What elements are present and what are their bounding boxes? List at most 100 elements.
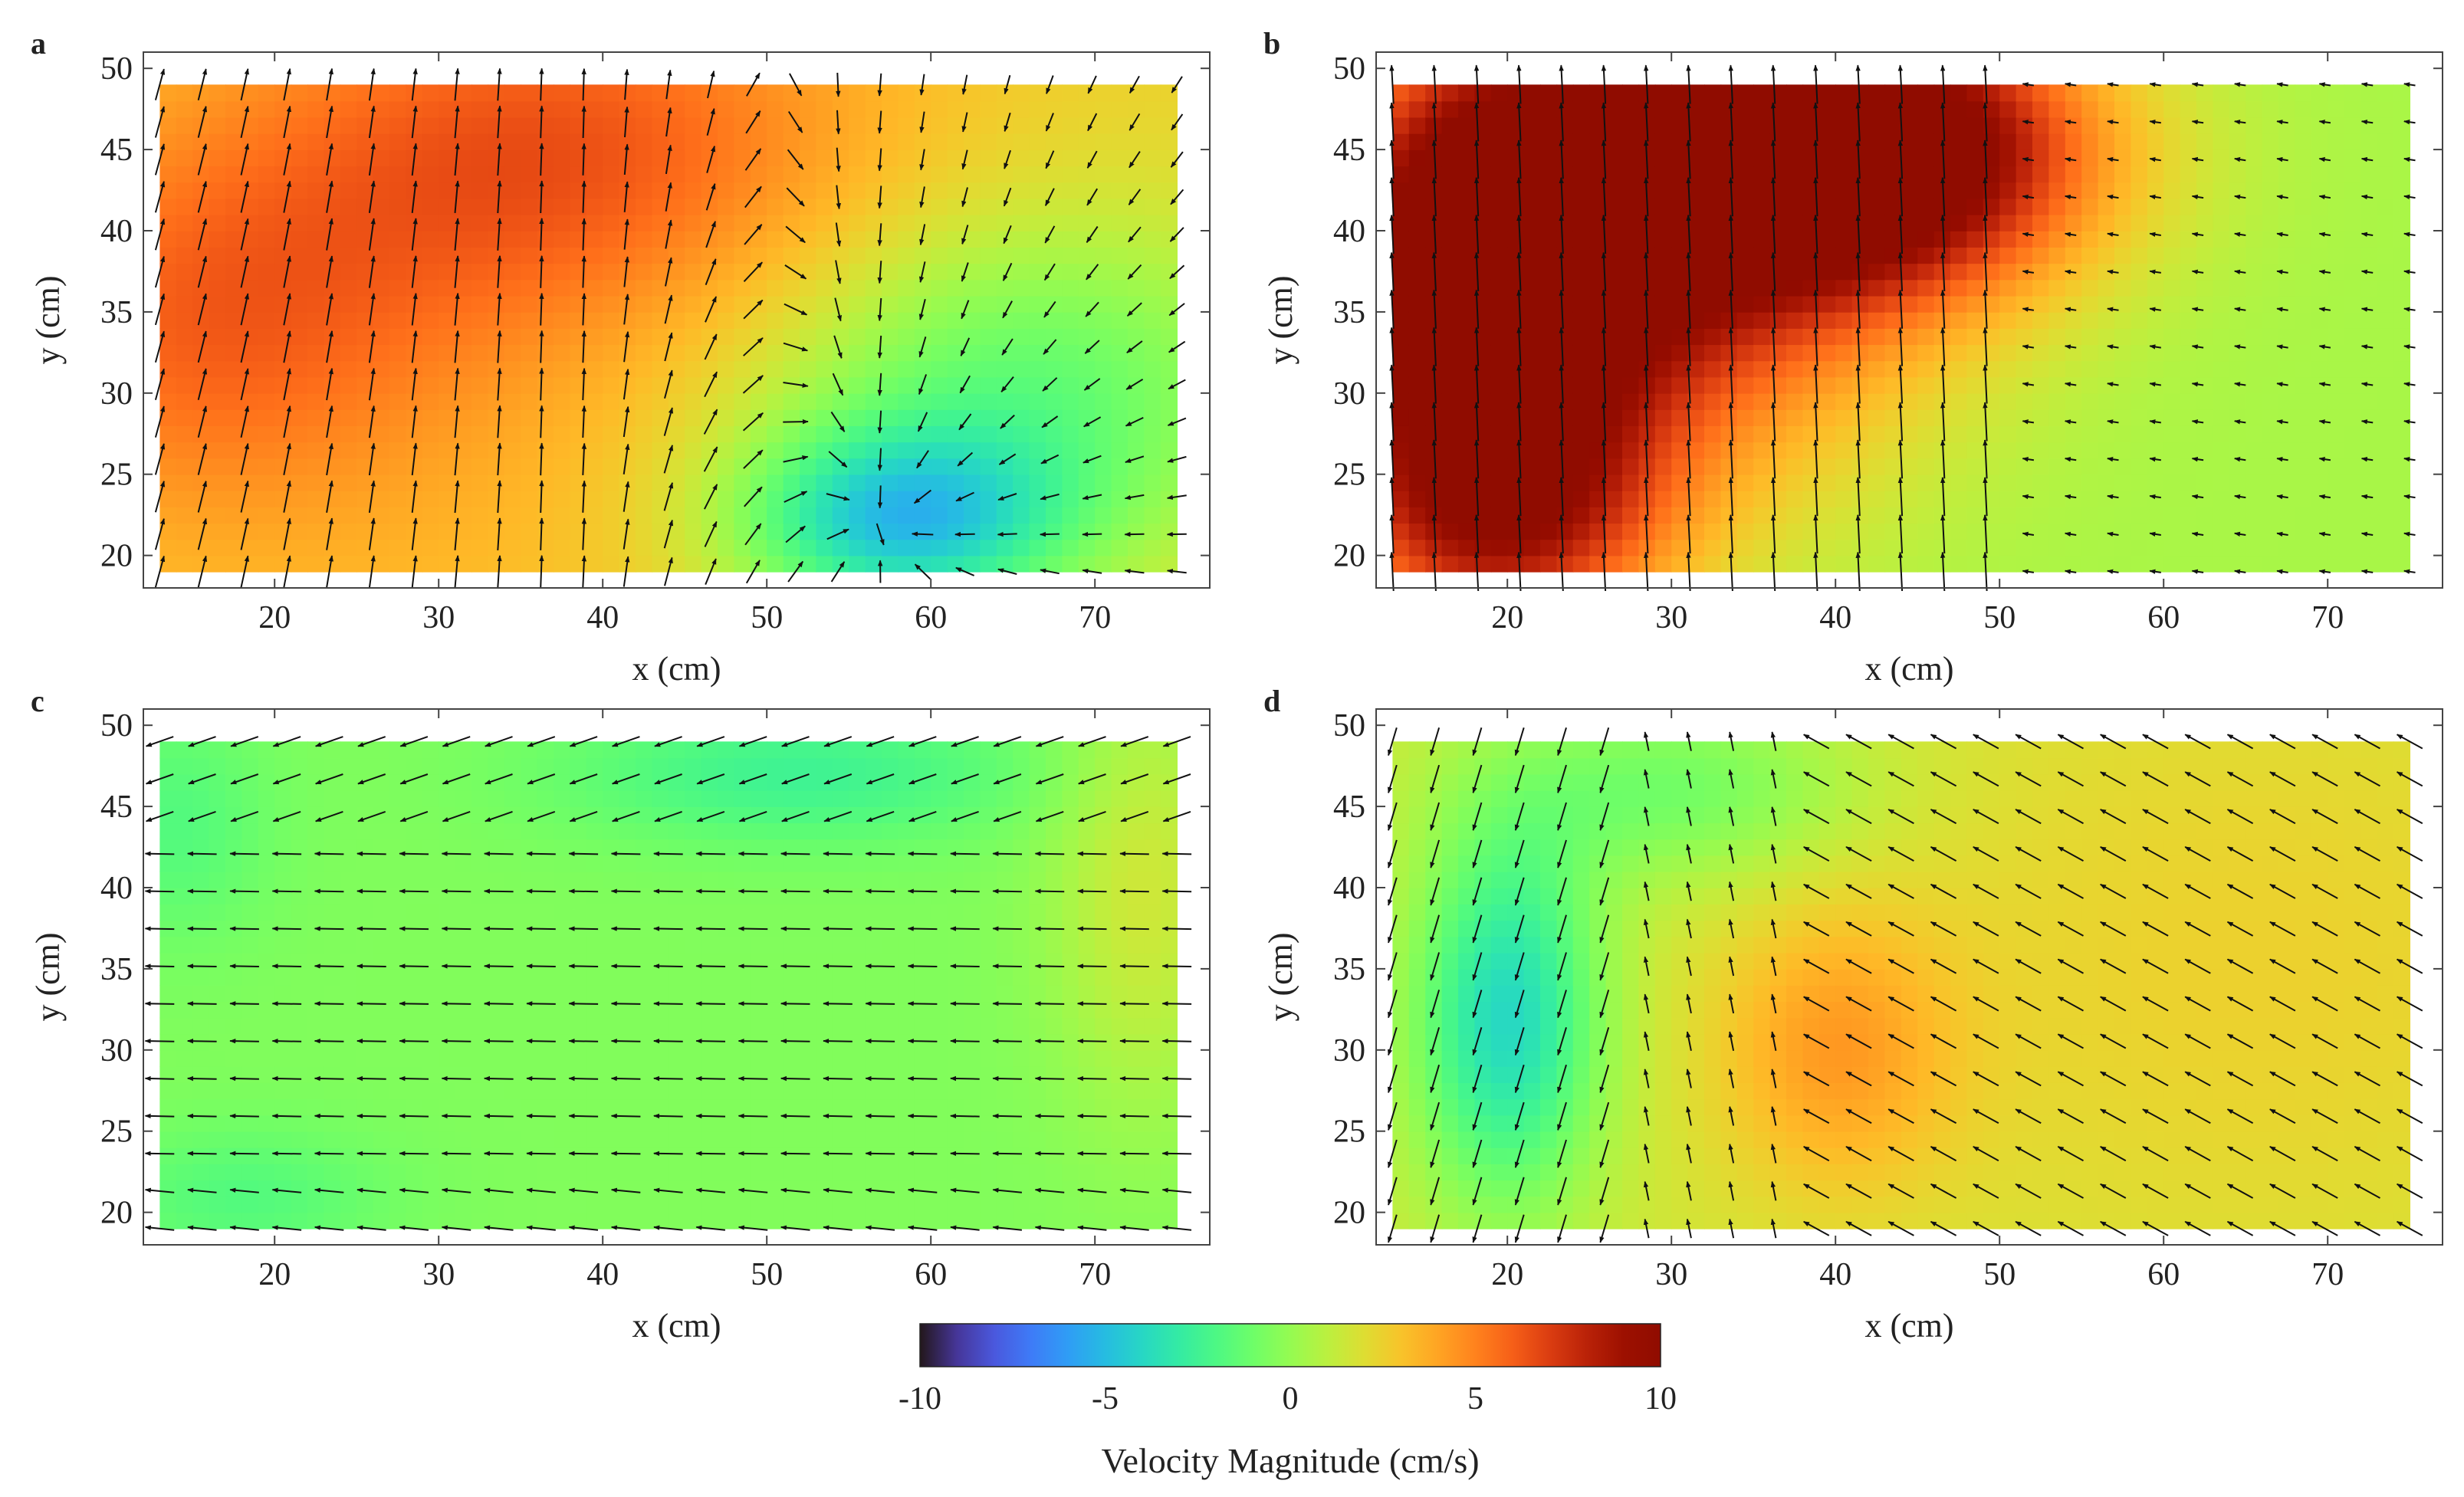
heatmap-cell [258,1098,275,1116]
heatmap-cell [882,100,899,118]
heatmap-cell [422,507,439,524]
heatmap-cell [2048,458,2066,475]
heatmap-cell [521,84,538,102]
heatmap-cell [159,968,177,986]
heatmap-cell [1671,117,1689,134]
heatmap-cell [521,198,538,215]
heatmap-cell [1786,117,1804,134]
heatmap-cell [176,539,193,556]
vector-arrow [411,293,418,326]
heatmap-cell [1095,84,1112,102]
vector-arrow [368,143,376,176]
heatmap-cell [1605,523,1623,540]
vector-arrow [959,375,971,394]
heatmap-cell [1095,311,1112,329]
heatmap-cell [1490,198,1508,215]
heatmap-cell [865,555,882,573]
heatmap-cell [2361,539,2378,556]
heatmap-cell [241,1131,259,1148]
heatmap-cell [389,904,407,921]
heatmap-cell [750,311,767,329]
heatmap-cell [406,888,423,904]
heatmap-cell [176,1017,193,1035]
panel-b-label: b [1263,26,1280,61]
heatmap-cell [225,985,243,1003]
heatmap-cell [1835,84,1853,102]
heatmap-cell [2032,295,2050,313]
heatmap-cell [1704,490,1722,507]
heatmap-cell [389,458,407,475]
heatmap-cell [2114,182,2132,199]
heatmap-cell [2048,344,2066,362]
heatmap-cell [2065,149,2082,167]
heatmap-cell [340,555,357,573]
heatmap-cell [258,360,275,378]
vector-arrow [368,517,376,550]
heatmap-cell [209,166,226,183]
heatmap-cell [603,392,620,410]
heatmap-cell [521,376,538,394]
heatmap-cell [603,100,620,118]
heatmap-cell [422,231,439,248]
heatmap-cell [389,1082,407,1100]
heatmap-cell [2098,328,2115,346]
heatmap-cell [1786,376,1804,394]
heatmap-cell [1671,231,1689,248]
heatmap-cell [1128,279,1145,297]
heatmap-cell [1458,311,1476,329]
heatmap-cell [2278,555,2296,573]
heatmap-cell [1622,133,1640,150]
heatmap-cell [652,117,669,134]
heatmap-cell [2016,149,2033,167]
heatmap-cell [2016,539,2033,556]
heatmap-cell [2393,166,2410,183]
heatmap-cell [356,425,374,443]
heatmap-cell [2344,100,2361,118]
heatmap-cell [2098,555,2115,573]
heatmap-cell [718,507,735,524]
heatmap-cell [488,166,505,183]
heatmap-cell [718,311,735,329]
heatmap-cell [1950,117,1968,134]
heatmap-cell [373,1115,390,1132]
heatmap-cell [1392,149,1410,167]
heatmap-cell [1062,539,1079,556]
heatmap-cell [1095,117,1112,134]
heatmap-cell [1556,539,1574,556]
heatmap-cell [2081,425,2099,443]
heatmap-cell [2246,84,2263,102]
heatmap-cell [192,968,210,986]
heatmap-cell [2295,182,2312,199]
heatmap-cell [258,100,275,118]
heatmap-cell [307,458,325,475]
heatmap-cell [865,263,882,281]
vector-arrow [1167,455,1187,463]
heatmap-cell [1769,490,1787,507]
heatmap-cell [241,442,259,459]
vector-arrow [623,181,629,212]
heatmap-cell [586,523,603,540]
heatmap-cell [2377,539,2394,556]
heatmap-cell [800,507,817,524]
heatmap-cell [1128,523,1145,540]
heatmap-cell [652,555,669,573]
heatmap-cell [373,1180,390,1197]
heatmap-cell [2131,182,2148,199]
heatmap-cell [241,904,259,921]
heatmap-cell [2131,344,2148,362]
heatmap-cell [1408,328,1426,346]
heatmap-cell [668,344,685,362]
heatmap-cell [816,523,833,540]
heatmap-cell [241,247,259,264]
heatmap-cell [2295,474,2312,491]
heatmap-cell [1901,328,1918,346]
heatmap-cell [701,214,718,231]
heatmap-cell [2180,279,2197,297]
heatmap-cell [439,539,456,556]
heatmap-cell [159,231,177,248]
heatmap-cell [1622,198,1640,215]
heatmap-cell [767,311,784,329]
vector-arrow [919,186,925,208]
vector-arrow [539,367,544,401]
heatmap-cell [1392,344,1410,362]
